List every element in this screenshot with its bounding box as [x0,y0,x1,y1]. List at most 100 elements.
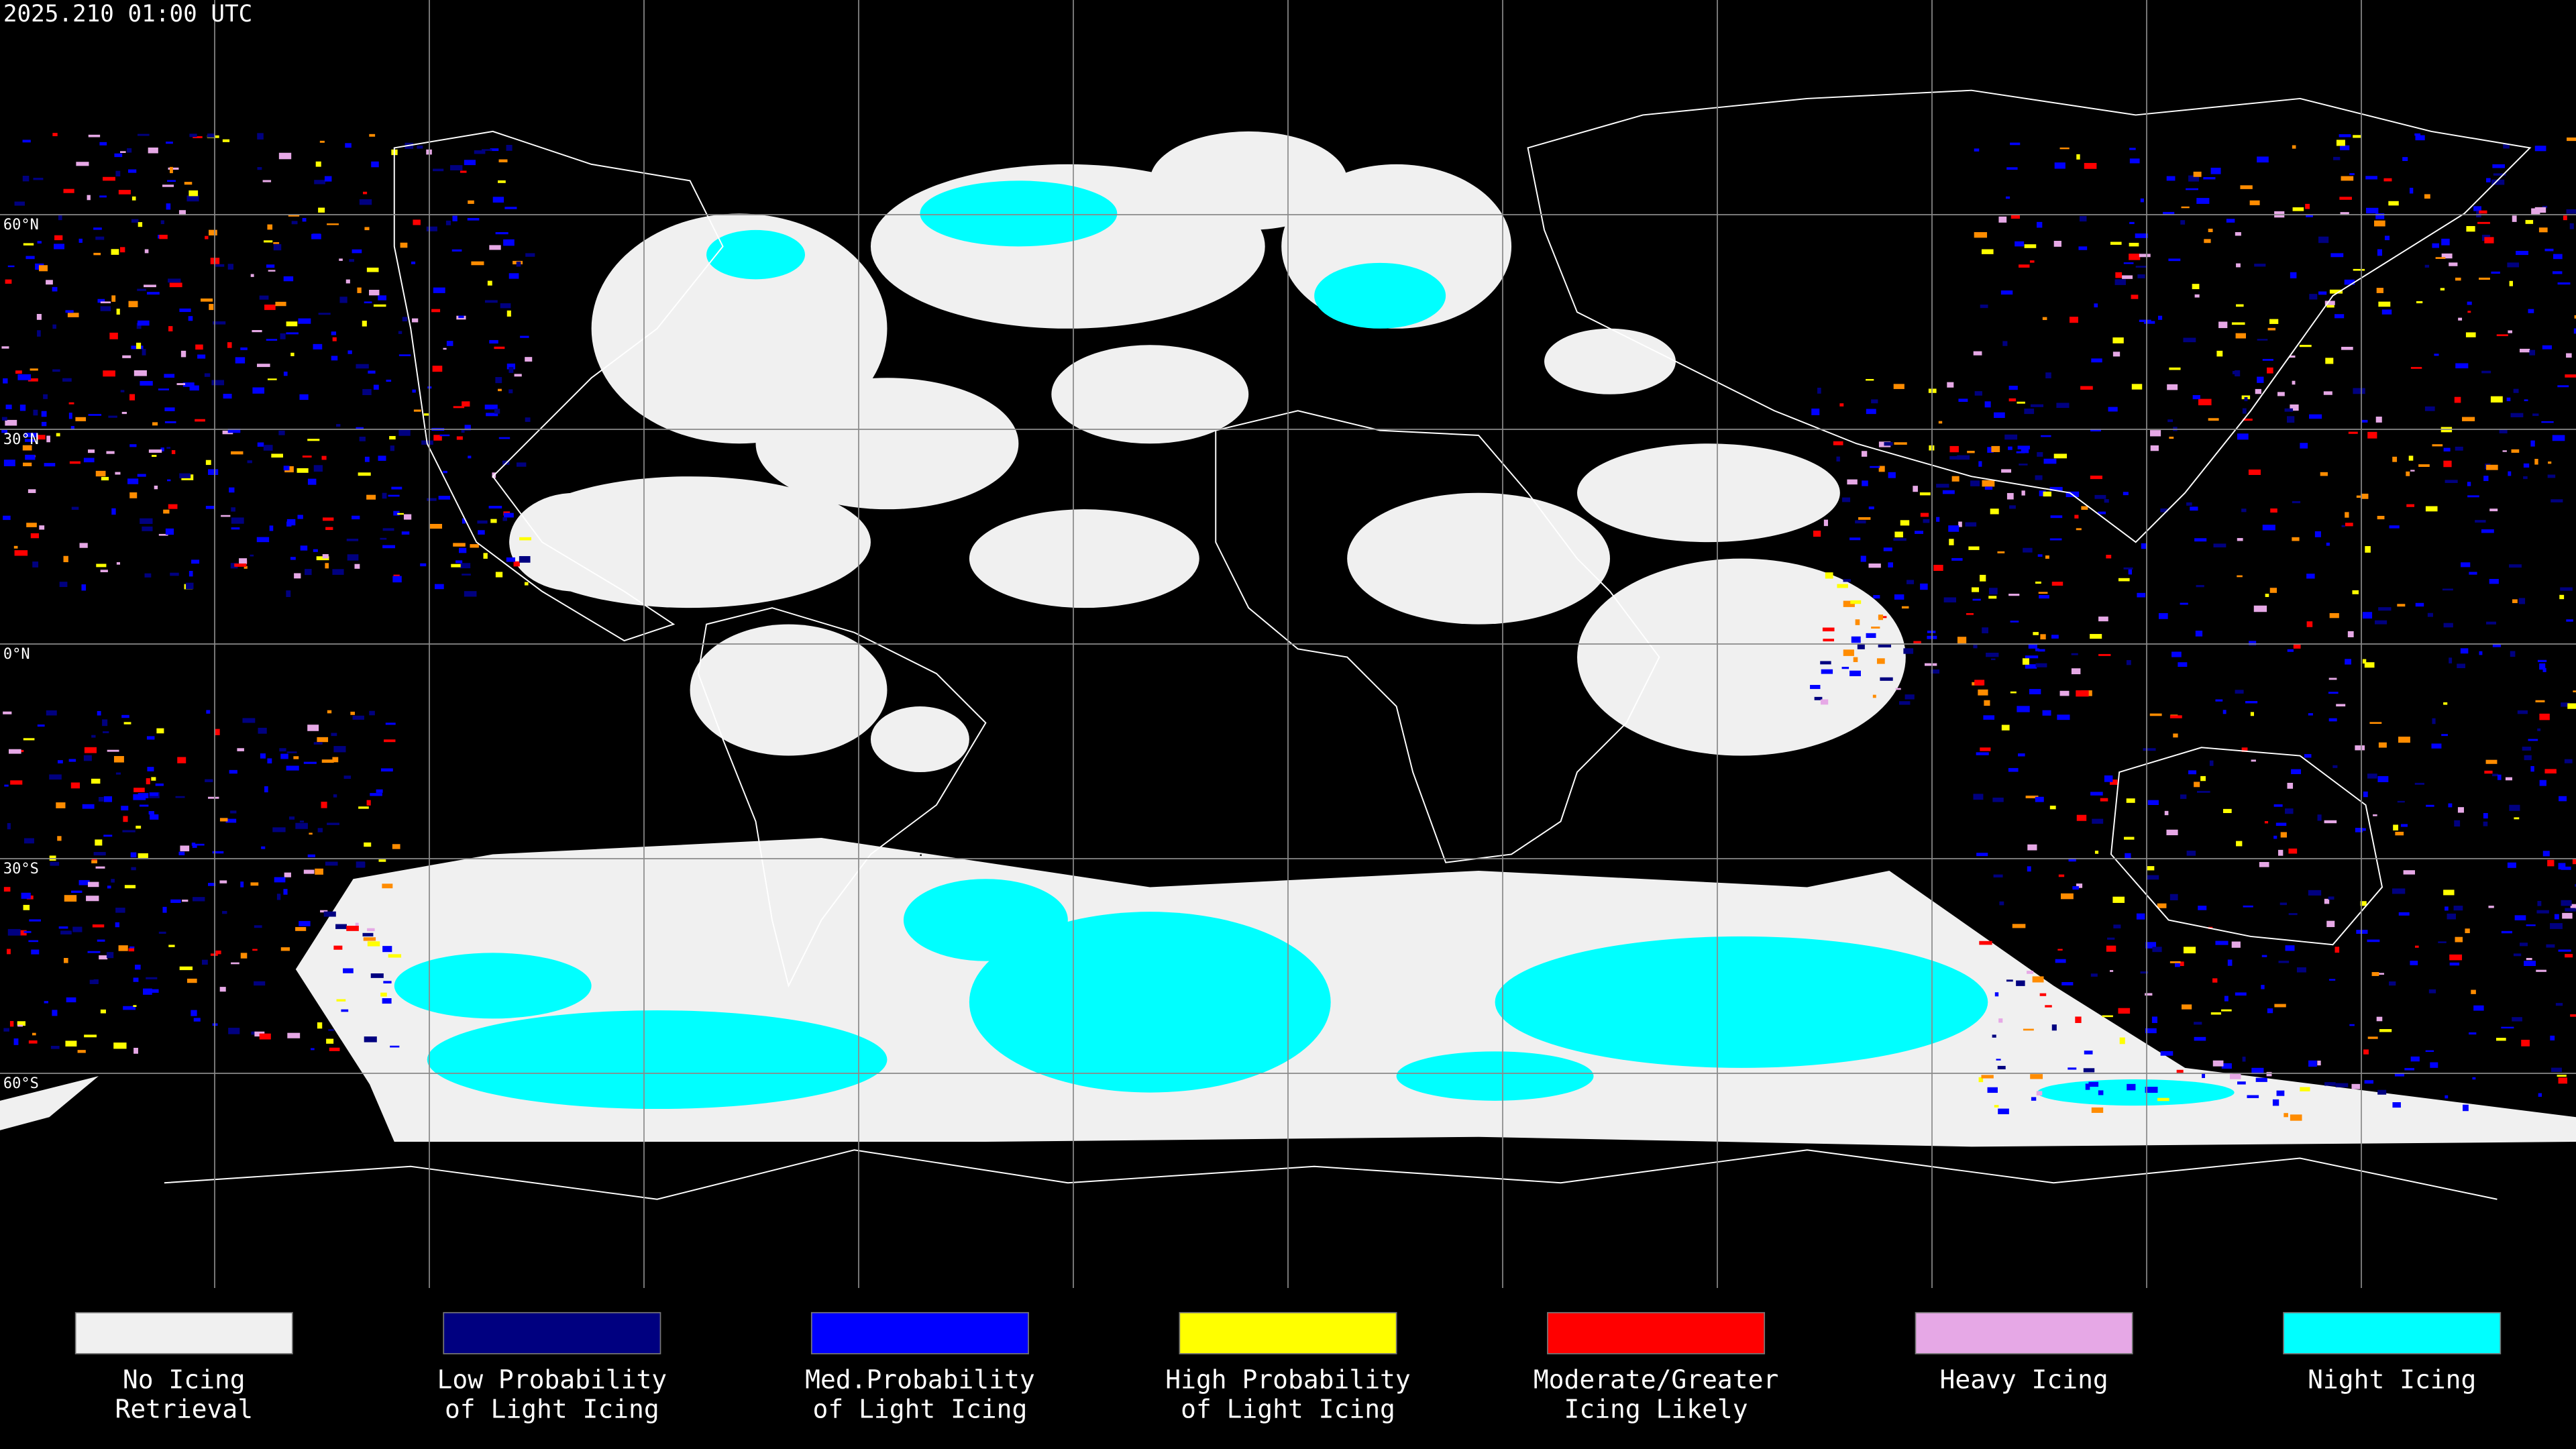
icing-speckle [2140,198,2144,203]
icing-speckle [2084,162,2097,169]
icing-speckle [1871,399,1878,404]
icing-speckle [488,506,502,508]
icing-speckle [2555,1003,2563,1006]
icing-speckle [46,710,57,716]
icing-speckle [2196,198,2210,204]
icing-speckle [412,389,416,393]
icing-speckle [1987,447,1994,453]
icing-speckle [2292,145,2296,149]
icing-speckle [2441,253,2453,259]
icing-speckle [1924,663,1937,666]
icing-speckle [2565,954,2573,958]
icing-speckle [221,515,231,517]
icing-speckle [2467,495,2479,498]
legend-swatch [1915,1311,2133,1354]
icing-speckle [213,321,226,325]
icing-speckle [294,573,301,579]
icing-speckle [2344,279,2355,285]
icing-speckle [2137,274,2145,278]
icing-speckle [1966,612,1974,615]
icing-speckle [121,411,127,415]
icing-speckle [2054,162,2065,169]
icing-speckle [10,780,23,785]
icing-speckle [170,572,179,576]
icing-speckle [2094,303,2098,308]
icing-layer [1,133,2576,1121]
latitude-label: 60°N [3,217,39,233]
icing-speckle [2272,1099,2279,1106]
icing-speckle [8,749,21,754]
icing-speckle [2445,1095,2449,1099]
icing-speckle [201,298,213,302]
icing-speckle [397,513,404,515]
icing-speckle [333,794,337,798]
icing-speckle [1972,598,1981,601]
icing-speckle [23,243,34,246]
icing-speckle [146,736,155,740]
icing-speckle [2008,594,2020,596]
icing-speckle [284,872,291,877]
icing-speckle [179,473,191,478]
icing-speckle [2438,941,2447,943]
icing-speckle [2524,755,2532,761]
icing-speckle [23,738,35,741]
icing-speckle [2455,363,2469,369]
icing-speckle [2278,961,2290,963]
icing-speckle [1981,249,1994,254]
icing-speckle [13,545,18,549]
icing-speckle [240,953,248,959]
icing-speckle [2051,635,2059,639]
icing-speckle [2288,848,2298,854]
latitude-label: 60°S [3,1075,39,1092]
icing-speckle [358,472,371,476]
icing-speckle [179,966,193,971]
icing-speckle [100,1009,106,1014]
icing-speckle [136,323,142,329]
icing-speckle [504,513,514,518]
icing-speckle [154,485,158,490]
icing-speckle [2389,981,2396,986]
icing-speckle [133,794,146,800]
icing-speckle [262,180,272,182]
icing-speckle [2381,309,2392,315]
icing-speckle [2561,900,2572,906]
icing-speckle [2209,760,2214,766]
icing-speckle [65,310,74,313]
icing-speckle [2377,1089,2387,1095]
icing-speckle [207,133,215,138]
icing-speckle [2255,1077,2267,1082]
icing-speckle [1894,594,1904,600]
icing-speckle [2257,376,2264,383]
icing-speckle [2123,492,2129,496]
icing-speckle [2245,700,2258,704]
icing-speckle [2030,1074,2043,1079]
icing-speckle [2068,858,2076,862]
icing-speckle [339,297,347,303]
icing-speckle [130,852,137,858]
cloud [509,492,641,592]
icing-speckle [2236,841,2243,847]
icing-speckle [2006,492,2014,500]
icing-speckle [137,288,146,291]
icing-speckle [219,987,226,992]
icing-speckle [2457,807,2464,813]
icing-speckle [3,887,11,892]
icing-speckle [303,869,315,874]
icing-speckle [331,356,338,361]
icing-speckle [286,590,291,597]
icing-speckle [84,747,97,753]
icing-speckle [2414,782,2424,785]
icing-speckle [2039,993,2047,996]
icing-speckle [2561,702,2570,707]
icing-speckle [106,952,114,959]
icing-speckle [192,844,197,848]
icing-speckle [1949,445,1959,453]
icing-speckle [2324,1082,2336,1086]
icing-speckle [433,435,442,441]
icing-speckle [2565,374,2576,378]
latitude-labels: 60°N30°N0°N30°S60°S [3,217,39,1092]
icing-speckle [120,390,125,392]
icing-speckle [2076,883,2083,888]
icing-speckle [244,566,248,569]
icing-speckle [1855,619,1860,625]
